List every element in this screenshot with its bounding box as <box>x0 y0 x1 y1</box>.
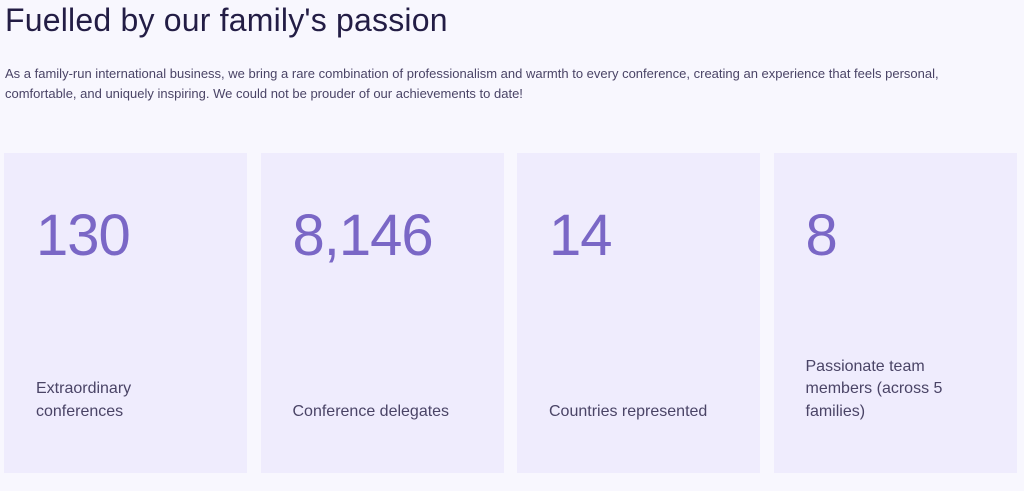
stat-label: Countries represented <box>549 402 708 420</box>
stat-label: Conference delegates <box>292 402 450 420</box>
stat-card-delegates: 8,146 Conference delegates <box>260 153 504 473</box>
stat-label: Passionate team members (across 5 famili… <box>805 357 943 420</box>
stat-card-countries: 14 Countries represented <box>517 153 760 473</box>
stat-value: 8,146 <box>292 203 434 268</box>
stat-value: 8 <box>805 203 838 268</box>
stats-grid: 130 Extraordinary conferences 8,146 Conf… <box>4 153 1017 473</box>
stat-label: Extraordinary conferences <box>36 380 132 420</box>
page-title: Fuelled by our family's passion <box>5 2 448 38</box>
stat-value: 14 <box>549 203 613 268</box>
stat-value: 130 <box>36 203 131 268</box>
stat-card-conferences: 130 Extraordinary conferences <box>4 153 247 473</box>
stat-card-team: 8 Passionate team members (across 5 fami… <box>773 153 1017 473</box>
intro-paragraph: As a family-run international business, … <box>5 66 939 101</box>
